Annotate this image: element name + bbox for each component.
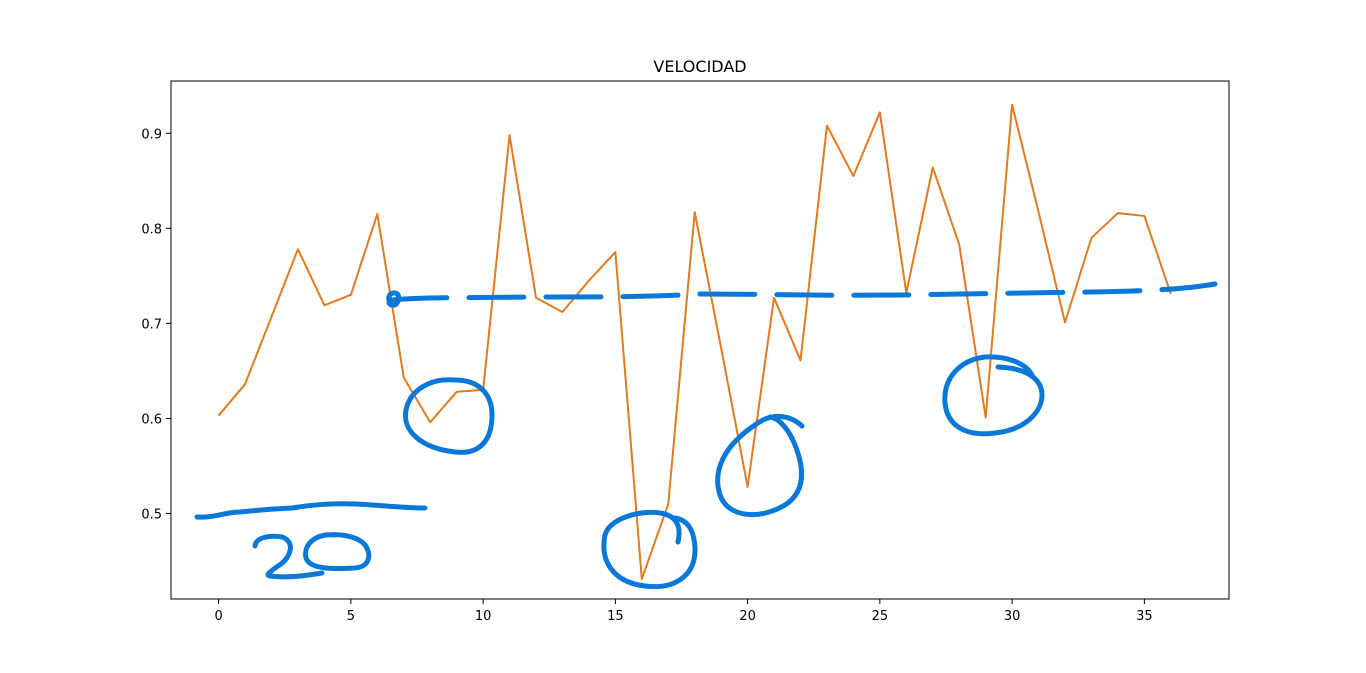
y-tick-label: 0.8: [141, 222, 162, 237]
x-tick-label: 5: [347, 609, 355, 624]
y-axis: 0.5 0.6 0.7 0.8 0.9: [141, 127, 171, 522]
x-tick-label: 30: [1004, 609, 1021, 624]
x-tick-label: 10: [475, 609, 492, 624]
y-tick-label: 0.6: [141, 412, 162, 427]
hand-drawn-annotations: [194, 281, 1218, 590]
handwritten-0-annotation: [303, 532, 372, 572]
handwritten-line-annotation: [194, 501, 428, 520]
series-line-0: [217, 103, 1172, 581]
x-tick-label: 20: [739, 609, 756, 624]
circle-annotation-20: [715, 414, 805, 518]
series-layer: [217, 103, 1172, 581]
y-tick-label: 0.5: [141, 507, 162, 522]
plot-frame: [170, 80, 1230, 600]
x-tick-label: 35: [1136, 609, 1153, 624]
y-tick-label: 0.9: [141, 127, 162, 142]
handwritten-2-annotation: [252, 533, 325, 580]
chart-title: VELOCIDAD: [653, 57, 746, 76]
x-axis: 0 5 10 15 20 25 30 35: [214, 599, 1153, 624]
circle-annotation-29: [942, 354, 1045, 437]
x-tick-label: 25: [872, 609, 889, 624]
x-tick-label: 15: [607, 609, 624, 624]
x-tick-label: 0: [214, 609, 222, 624]
scribble-annotation: [386, 290, 402, 308]
circle-annotation-8: [402, 377, 495, 455]
y-tick-label: 0.7: [141, 317, 162, 332]
dashed-reference-line-annotation: [389, 281, 1218, 303]
circle-annotation-16: [601, 509, 698, 590]
